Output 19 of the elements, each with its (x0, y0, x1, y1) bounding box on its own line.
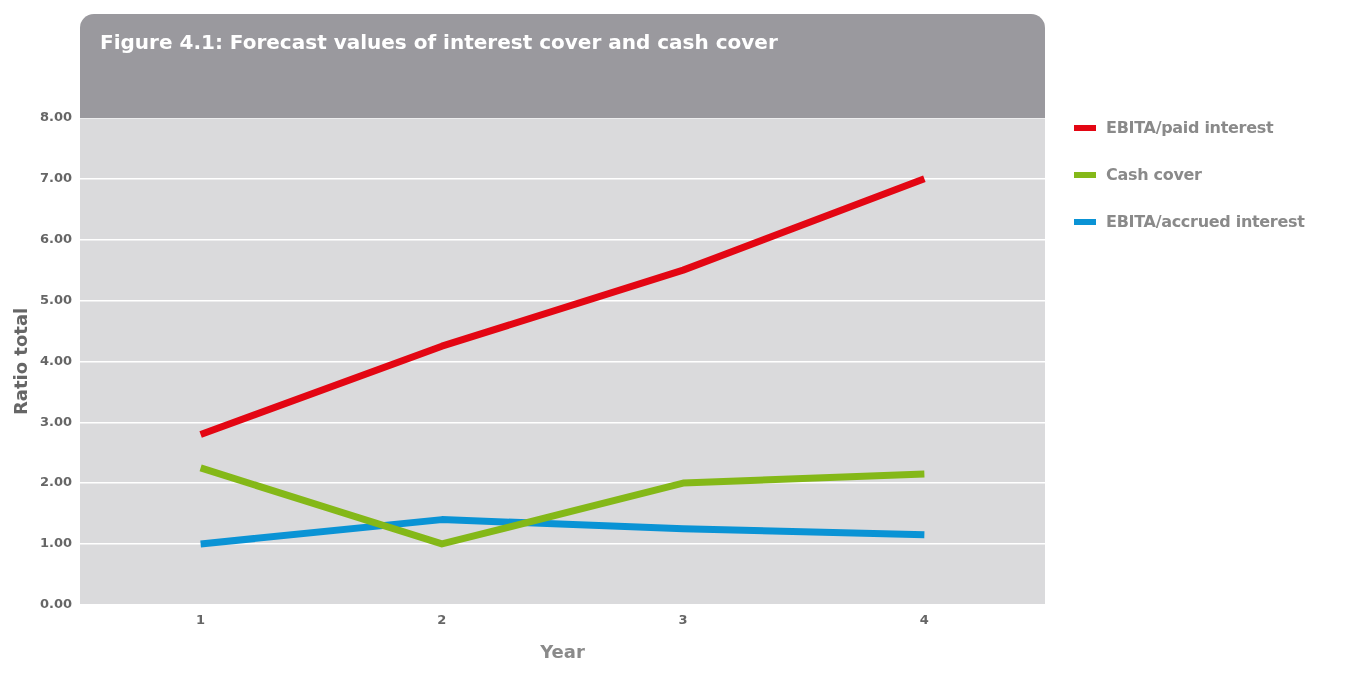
x-axis-title: Year (539, 640, 585, 662)
legend-label: Cash cover (1106, 165, 1202, 184)
y-axis-title: Ratio total (10, 307, 32, 416)
x-tick-label: 1 (196, 611, 206, 627)
chart-title: Figure 4.1: Forecast values of interest cover and cash cover (99, 29, 779, 54)
y-tick-label: 3.00 (39, 413, 72, 429)
y-tick-label: 7.00 (39, 170, 72, 186)
y-tick-label: 0.00 (39, 596, 72, 612)
y-tick-label: 8.00 (39, 109, 72, 125)
x-tick-label: 4 (919, 611, 929, 627)
legend-label: EBITA/accrued interest (1106, 212, 1305, 231)
y-tick-label: 5.00 (39, 291, 72, 307)
x-tick-label: 2 (437, 611, 447, 627)
y-tick-label: 6.00 (39, 231, 72, 247)
y-tick-label: 2.00 (39, 474, 72, 490)
x-tick-label: 3 (678, 611, 688, 627)
y-tick-label: 1.00 (39, 535, 72, 551)
legend-label: EBITA/paid interest (1106, 118, 1274, 137)
y-tick-label: 4.00 (39, 352, 72, 368)
